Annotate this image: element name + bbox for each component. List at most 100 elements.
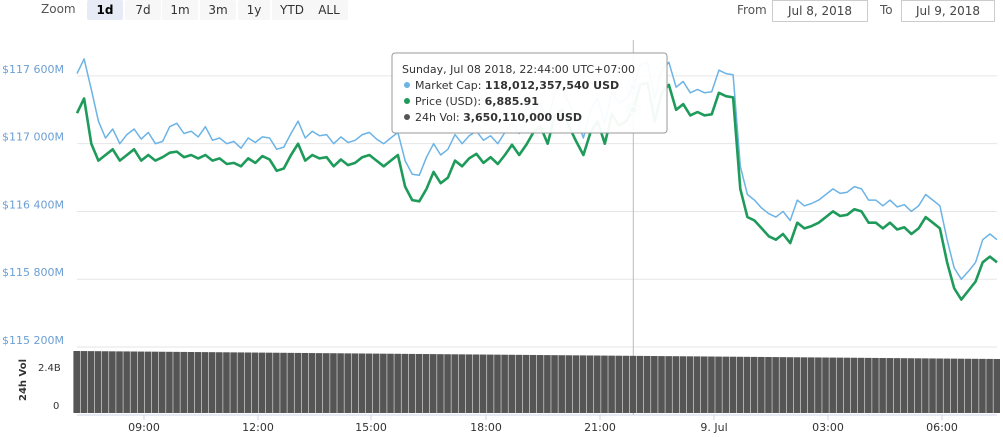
volume-bar bbox=[743, 356, 751, 413]
volume-bar bbox=[216, 352, 223, 413]
volume-bar bbox=[886, 358, 894, 413]
volume-bar bbox=[401, 353, 409, 413]
volume-bar bbox=[479, 354, 487, 413]
volume-bar bbox=[437, 354, 444, 413]
volume-bar bbox=[151, 351, 159, 413]
volume-bar bbox=[658, 356, 665, 413]
tooltip: Sunday, Jul 08 2018, 22:44:00 UTC+07:00 M… bbox=[391, 52, 668, 134]
volume-bar bbox=[922, 358, 929, 413]
volume-bar bbox=[708, 356, 715, 413]
volume-bar bbox=[422, 354, 430, 413]
volume-bar bbox=[280, 352, 287, 413]
volume-bar bbox=[836, 357, 844, 413]
volume-bar bbox=[536, 355, 544, 413]
volume-bar bbox=[429, 354, 437, 413]
y-tick-label: $115 800M bbox=[2, 266, 64, 279]
volume-bar bbox=[879, 358, 886, 413]
volume-bar bbox=[265, 352, 273, 413]
volume-bar bbox=[387, 353, 394, 413]
volume-bar bbox=[508, 354, 516, 413]
volume-bar bbox=[544, 355, 551, 413]
volume-bar bbox=[208, 352, 216, 413]
tooltip-row-value: 118,012,357,540 USD bbox=[485, 79, 619, 92]
tooltip-series-dot bbox=[404, 114, 410, 120]
zoom-button-3m[interactable]: 3m bbox=[200, 0, 236, 20]
volume-bar bbox=[522, 354, 530, 413]
volume-bar bbox=[622, 355, 630, 413]
tooltip-box bbox=[391, 52, 668, 134]
volume-bar bbox=[230, 352, 237, 413]
volume-bar bbox=[857, 357, 865, 413]
volume-bar bbox=[80, 351, 88, 413]
zoom-button-1y[interactable]: 1y bbox=[238, 0, 270, 20]
volume-bar bbox=[116, 351, 123, 413]
volume-bar bbox=[786, 357, 794, 413]
volume-bar bbox=[893, 358, 901, 413]
volume-bar bbox=[865, 357, 872, 413]
volume-bar bbox=[929, 358, 936, 413]
volume-bar bbox=[109, 351, 116, 413]
volume-bar bbox=[750, 356, 758, 413]
volume-bar bbox=[629, 355, 637, 413]
volume-bar bbox=[565, 355, 573, 413]
y-tick-label: $115 200M bbox=[2, 334, 64, 347]
zoom-button-ytd[interactable]: YTD bbox=[272, 0, 312, 20]
x-tick-label: 9. Jul bbox=[700, 421, 727, 434]
volume-bar bbox=[843, 357, 851, 413]
volume-bar bbox=[900, 358, 908, 413]
volume-bar bbox=[722, 356, 729, 413]
volume-bar bbox=[351, 353, 359, 413]
volume-bar bbox=[137, 351, 145, 413]
volume-axis-label: 24h Vol bbox=[18, 359, 29, 401]
from-date-input[interactable]: Jul 8, 2018 bbox=[772, 0, 868, 22]
volume-bar bbox=[380, 353, 387, 413]
volume-bar bbox=[194, 352, 202, 413]
tooltip-row-value: 3,650,110,000 USD bbox=[463, 111, 582, 124]
volume-bar bbox=[173, 351, 180, 413]
volume-bar bbox=[315, 353, 323, 413]
volume-bar bbox=[415, 353, 423, 413]
zoom-button-1m[interactable]: 1m bbox=[162, 0, 198, 20]
zoom-button-1d[interactable]: 1d bbox=[87, 0, 123, 20]
zoom-button-all[interactable]: ALL bbox=[310, 0, 348, 20]
volume-bar bbox=[636, 355, 644, 413]
tooltip-series-dot bbox=[404, 98, 410, 104]
tooltip-title: Sunday, Jul 08 2018, 22:44:00 UTC+07:00 bbox=[402, 63, 635, 76]
volume-bar bbox=[394, 353, 401, 413]
volume-bar bbox=[187, 351, 195, 413]
volume-bar bbox=[515, 354, 523, 413]
tooltip-row-label: Price (USD): 6,885.91 bbox=[415, 95, 539, 108]
volume-bar bbox=[451, 354, 458, 413]
volume-bar bbox=[323, 353, 330, 413]
x-tick-label: 21:00 bbox=[584, 421, 616, 434]
zoom-button-7d[interactable]: 7d bbox=[125, 0, 161, 20]
volume-bar bbox=[201, 352, 209, 413]
volume-bar bbox=[244, 352, 252, 413]
volume-bar bbox=[800, 357, 808, 413]
to-date-input[interactable]: Jul 9, 2018 bbox=[901, 0, 995, 22]
volume-bar bbox=[693, 356, 701, 413]
tooltip-row-value: 6,885.91 bbox=[485, 95, 539, 108]
volume-bar bbox=[615, 355, 623, 413]
volume-bar bbox=[501, 354, 508, 413]
volume-bar bbox=[793, 357, 801, 413]
volume-bar bbox=[765, 357, 772, 413]
volume-bar bbox=[993, 359, 1000, 413]
volume-bar bbox=[372, 353, 380, 413]
volume-bar bbox=[850, 357, 858, 413]
zoom-label: Zoom bbox=[41, 2, 76, 16]
volume-bar bbox=[608, 355, 615, 413]
volume-bar bbox=[237, 352, 245, 413]
volume-bar bbox=[914, 358, 922, 413]
x-tick-label: 09:00 bbox=[128, 421, 160, 434]
volume-bar bbox=[458, 354, 466, 413]
volume-bar bbox=[907, 358, 915, 413]
volume-bar bbox=[365, 353, 373, 413]
volume-bar bbox=[123, 351, 130, 413]
volume-bar bbox=[223, 352, 230, 413]
volume-tick-label: 0 bbox=[53, 401, 59, 412]
volume-bar bbox=[494, 354, 501, 413]
volume-bar bbox=[758, 356, 765, 413]
